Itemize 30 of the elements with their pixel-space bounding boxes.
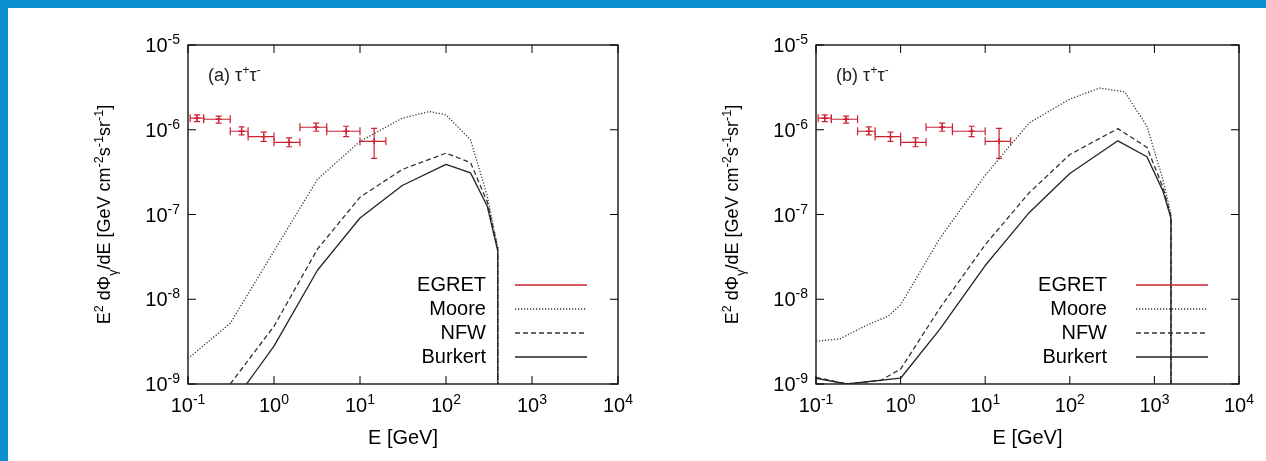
legend-label: EGRET [417, 273, 486, 295]
legend-label: NFW [1061, 321, 1108, 343]
legend-label: Moore [1050, 297, 1107, 319]
legend-label: EGRET [1038, 273, 1107, 295]
x-tick-label: 10$^{3}$ [1139, 391, 1170, 416]
y-tick-label: 10$^{-5}$ [145, 31, 181, 56]
y-tick-label: 10$^{-6}$ [773, 115, 809, 141]
x-tick-label: 10$^{2}$ [430, 391, 462, 416]
x-axis-title: E [GeV] [992, 426, 1063, 448]
legend-label: Burkert [421, 345, 487, 367]
x-tick-label: 10$^{0}$ [258, 391, 290, 416]
legend-label: Burkert [1042, 345, 1108, 367]
y-tick-label: 10$^{-8}$ [145, 285, 181, 311]
y-tick-label: 10$^{-6}$ [145, 115, 181, 141]
x-tick-label: 10$^{2}$ [1054, 391, 1086, 416]
y-tick-label: 10$^{-7}$ [145, 200, 181, 226]
y-tick-label: 10$^{-5}$ [773, 31, 809, 56]
x-tick-label: 10$^{1}$ [970, 391, 1001, 416]
x-tick-label: 10$^{4}$ [602, 391, 634, 416]
annotation: (b) τ$^{+}$τ$^{-}$ [836, 63, 889, 85]
x-tick-label: 10$^{4}$ [1223, 391, 1255, 416]
x-tick-label: 10$^{1}$ [344, 391, 376, 416]
x-tick-label: 10$^{3}$ [516, 391, 548, 416]
x-tick-label: 10$^{0}$ [885, 391, 916, 416]
y-tick-label: 10$^{-8}$ [773, 285, 809, 311]
legend-label: Moore [429, 297, 486, 319]
y-tick-label: 10$^{-7}$ [773, 200, 809, 226]
x-axis-title: E [GeV] [367, 426, 439, 448]
legend-label: NFW [440, 321, 487, 343]
annotation: (a) τ$^{+}$τ$^{-}$ [208, 63, 261, 85]
